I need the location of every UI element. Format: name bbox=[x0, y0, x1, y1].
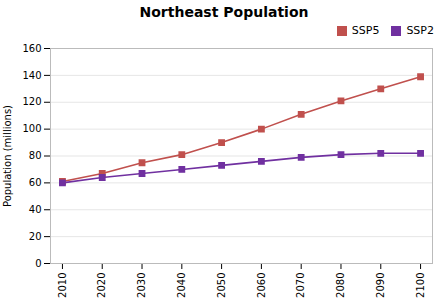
html-text:SSP2: SSP2 bbox=[406, 24, 434, 37]
svg-text:40: 40 bbox=[29, 204, 42, 215]
svg-text:2030: 2030 bbox=[136, 273, 147, 298]
svg-text:2100: 2100 bbox=[415, 273, 426, 298]
svg-text:160: 160 bbox=[22, 43, 41, 54]
svg-text:2020: 2020 bbox=[96, 273, 107, 298]
svg-text:2080: 2080 bbox=[335, 273, 346, 298]
html-text:Northeast Population: Northeast Population bbox=[139, 4, 309, 20]
svg-text:0: 0 bbox=[35, 258, 41, 269]
svg-text:20: 20 bbox=[29, 231, 42, 242]
svg-text:Population (millions): Population (millions) bbox=[2, 105, 13, 207]
svg-text:2010: 2010 bbox=[57, 273, 68, 298]
svg-text:80: 80 bbox=[29, 150, 42, 161]
svg-text:120: 120 bbox=[22, 96, 41, 107]
svg-text:60: 60 bbox=[29, 177, 42, 188]
svg-text:2050: 2050 bbox=[216, 273, 227, 298]
svg-text:2070: 2070 bbox=[295, 273, 306, 298]
svg-text:140: 140 bbox=[22, 70, 41, 81]
svg-text:100: 100 bbox=[22, 123, 41, 134]
html-text:SSP5: SSP5 bbox=[351, 24, 380, 37]
svg-text:2060: 2060 bbox=[256, 273, 267, 298]
svg-text:2040: 2040 bbox=[176, 273, 187, 298]
svg-text:2090: 2090 bbox=[375, 273, 386, 298]
